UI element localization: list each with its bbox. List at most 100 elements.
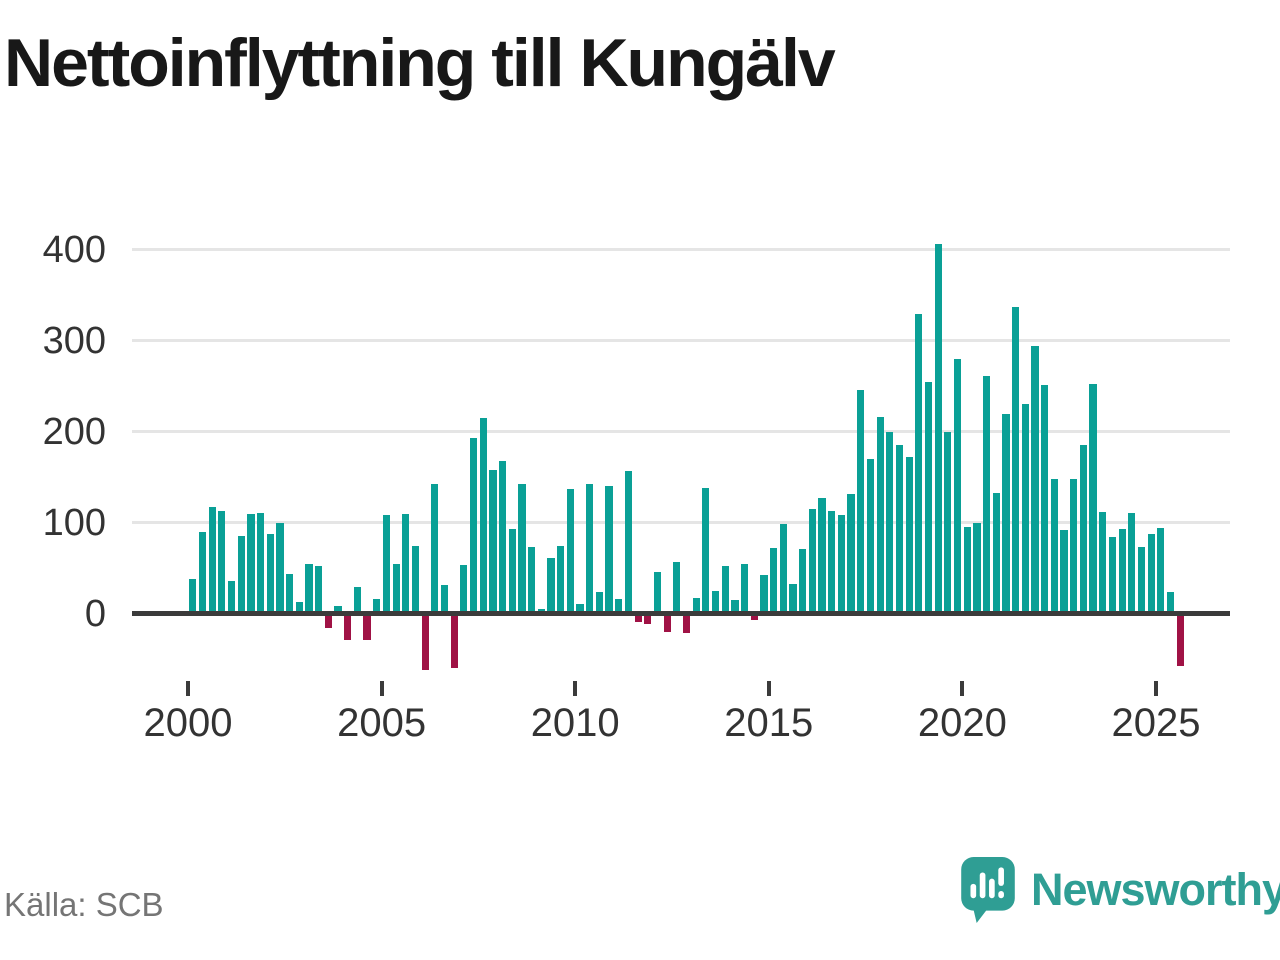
x-axis-tick-label: 2010 <box>530 701 620 745</box>
x-axis-tick-mark <box>766 681 771 696</box>
bar <box>934 243 942 616</box>
bar <box>257 512 265 616</box>
bar <box>440 585 449 616</box>
bar <box>276 522 284 616</box>
bar <box>983 376 991 616</box>
bar <box>644 611 652 625</box>
bar <box>711 590 720 616</box>
bar <box>1137 547 1146 616</box>
bar <box>1108 537 1117 616</box>
bar <box>382 515 391 616</box>
bar <box>305 564 313 616</box>
gridline <box>132 339 1230 343</box>
bar <box>905 457 913 616</box>
bar <box>808 508 816 616</box>
x-axis-tick-mark <box>573 681 578 696</box>
bar <box>1128 512 1136 616</box>
bar <box>411 546 420 616</box>
y-axis-tick-label: 0 <box>84 592 106 635</box>
bar <box>363 611 371 640</box>
x-axis-tick-mark <box>379 681 384 696</box>
bar <box>286 574 294 616</box>
bar <box>566 488 574 616</box>
bar <box>324 611 332 629</box>
y-axis-tick-label: 400 <box>42 228 106 271</box>
bar <box>402 513 410 616</box>
bar <box>1157 528 1165 616</box>
bar <box>866 458 875 616</box>
bar <box>605 486 613 616</box>
bar <box>1021 403 1029 616</box>
bar <box>847 493 855 616</box>
chart-title: Nettoinflyttning till Kungälv <box>4 25 836 101</box>
gridline <box>132 521 1230 525</box>
bar <box>1089 383 1097 616</box>
bar <box>450 611 458 669</box>
bar <box>334 606 342 616</box>
bar <box>344 611 352 640</box>
bar <box>576 603 584 616</box>
bar <box>460 565 468 616</box>
y-axis-tick-label: 200 <box>42 410 106 453</box>
bar <box>431 483 439 616</box>
bar <box>469 438 478 616</box>
bar <box>208 507 216 616</box>
bar <box>634 611 642 622</box>
bar <box>886 431 894 616</box>
y-axis-tick-label: 300 <box>42 319 106 362</box>
x-axis-tick-label: 2025 <box>1111 701 1201 745</box>
bar <box>731 599 739 616</box>
bar <box>586 484 594 616</box>
x-axis-tick-mark <box>186 681 190 696</box>
bar <box>770 548 778 616</box>
bar <box>624 470 633 616</box>
bar <box>973 522 981 616</box>
bar <box>799 548 807 616</box>
bar <box>789 583 797 616</box>
bar <box>218 510 226 616</box>
bar <box>963 527 971 616</box>
bar <box>818 498 826 616</box>
bar <box>741 564 749 616</box>
y-axis-tick-label: 100 <box>42 501 106 544</box>
bar <box>1118 528 1126 616</box>
bar <box>992 492 1000 616</box>
bar <box>1166 591 1175 616</box>
x-axis-tick-label: 2020 <box>917 701 1007 745</box>
bar <box>547 558 555 616</box>
bar <box>915 313 923 616</box>
bar <box>479 418 487 616</box>
bar <box>1176 611 1184 667</box>
bar <box>1050 478 1058 616</box>
bar <box>663 611 671 632</box>
bar <box>876 417 884 616</box>
bar <box>499 460 507 616</box>
bar <box>227 580 236 616</box>
newsworthy-wordmark: Newsworthy <box>1031 864 1280 915</box>
bar <box>779 524 787 616</box>
bar <box>295 601 303 616</box>
bar <box>1041 385 1049 616</box>
x-axis-tick-mark <box>960 681 965 696</box>
bar <box>760 575 768 616</box>
gridline <box>132 430 1230 434</box>
bar <box>508 528 516 616</box>
bar <box>895 445 904 616</box>
bar <box>1060 529 1068 616</box>
bar <box>653 571 662 616</box>
bar <box>944 431 952 616</box>
bar <box>595 591 603 616</box>
x-axis-tick-label: 2000 <box>143 701 233 745</box>
bar <box>421 611 429 670</box>
bar <box>373 598 381 616</box>
bar <box>615 598 623 616</box>
bar <box>392 564 400 616</box>
bar <box>198 531 207 616</box>
zero-axis-line <box>132 611 1230 616</box>
bar <box>857 389 865 616</box>
bar <box>1147 534 1155 616</box>
bar <box>266 534 274 616</box>
bar <box>528 547 536 616</box>
x-axis-tick-mark <box>1154 681 1158 696</box>
